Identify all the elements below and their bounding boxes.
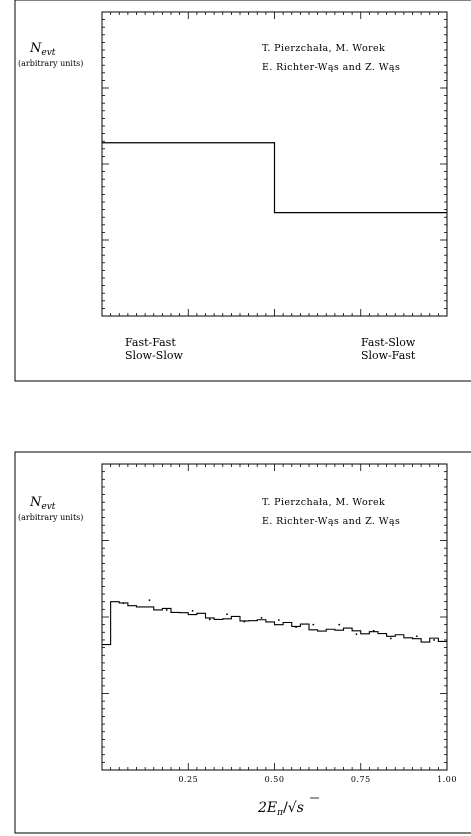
panel-2-xlabel-sub: π [276,808,284,818]
panel-1-ylabel: Nevt [29,41,56,58]
panel-2-yunits: (arbitrary units) [18,513,83,522]
panel-1-yunits: (arbitrary units) [18,59,83,68]
category-label-2-line-2: Slow-Fast [361,349,416,362]
data-point [260,617,263,619]
panel-2-x-tick-labels: 0.25 0.50 0.75 1.00 [178,775,457,784]
x-tick-label: 0.75 [351,775,371,784]
data-point [312,623,315,626]
panel-1-histogram [102,142,447,214]
panel-1-ylabel-sub: evt [41,48,55,58]
panel-2-xlabel: 2Eπ/√s [257,800,304,818]
panel-2-xlabel-tail: /√ [283,800,297,816]
data-point [433,639,435,641]
panel-1-credit-2: E. Richter-Wąs and Z. Wąs [262,62,400,73]
panel-2-xlabel-s: s [297,800,304,816]
panel-2-plot-box [101,463,448,771]
panel-1-frame [14,0,471,382]
panel-2-points-series [122,599,435,641]
data-point [165,609,168,611]
panel-1-ticks [102,12,447,316]
data-point [122,602,125,605]
category-label-1-line-2: Slow-Slow [125,349,183,362]
data-point [338,623,341,626]
category-label-2-line-1: Fast-Slow [361,336,416,349]
panel-2: Nevt (arbitrary units) T. Pierzchała, M.… [14,451,471,834]
x-tick-label: 0.50 [265,775,285,784]
x-tick-label: 0.25 [178,775,198,784]
panel-2-histogram-series [102,601,447,646]
panel-2-ylabel-sub: evt [41,502,55,512]
panel-2-credit-2: E. Richter-Wąs and Z. Wąs [262,516,400,527]
data-point [390,637,392,640]
panel-1-credit-1: T. Pierzchała, M. Worek [262,43,385,54]
data-point [372,629,375,632]
panel-2-ticks [102,464,447,770]
data-point [415,635,418,638]
panel-2-ylabel: Nevt [29,495,56,512]
data-point [226,613,228,616]
panel-2-frame [14,451,471,834]
category-label-1-line-1: Fast-Fast [125,336,176,349]
panel-1: Nevt (arbitrary units) T. Pierzchała, M.… [14,0,471,382]
data-point [191,609,194,612]
data-point [355,633,358,636]
panel-2-credit-1: T. Pierzchała, M. Worek [262,497,385,508]
x-tick-label: 1.00 [437,775,457,784]
data-point [295,626,297,628]
data-point [277,619,280,621]
data-point [243,620,246,623]
data-point [148,599,151,602]
data-point [208,618,211,621]
